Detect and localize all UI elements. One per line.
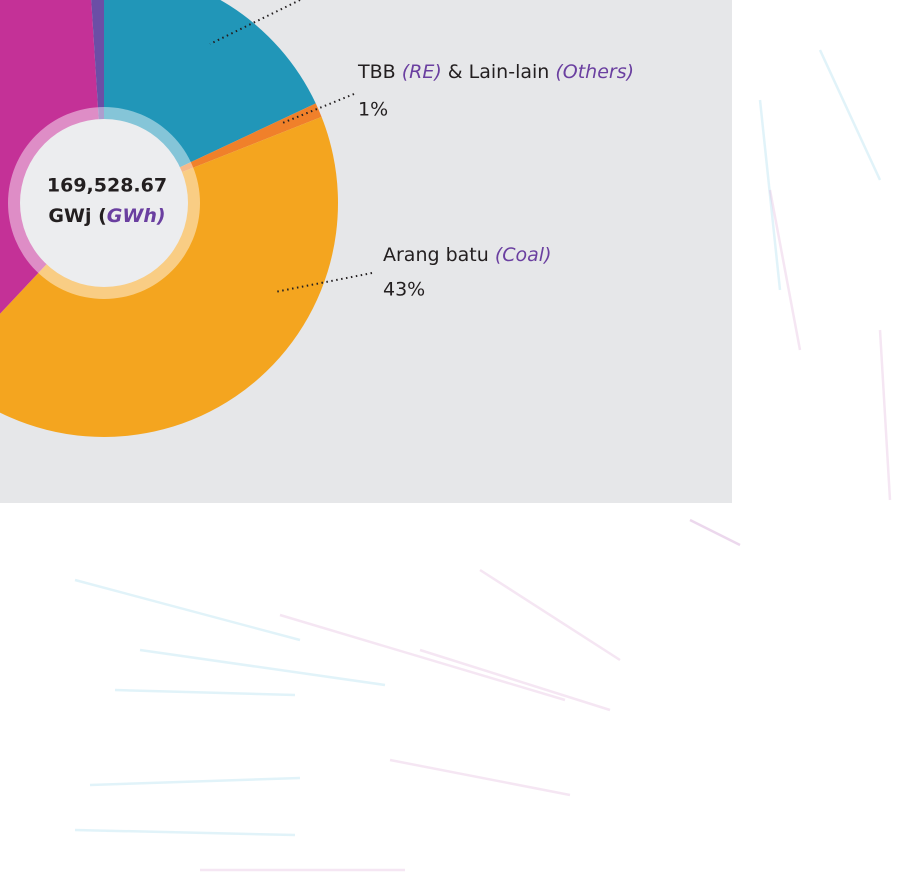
deco-line (820, 50, 880, 180)
deco-line (75, 580, 300, 640)
label-part: & Lain-lain (442, 61, 556, 83)
deco-line (770, 190, 800, 350)
center-total: 169,528.67 (47, 175, 167, 197)
center-unit: GWj (GWh) (48, 205, 165, 227)
slice-label: Arang batu (Coal) (383, 244, 551, 266)
deco-line (690, 520, 740, 545)
label-part: GWj ( (48, 205, 106, 227)
inner-disc (20, 119, 188, 287)
deco-line (140, 650, 385, 685)
slice-label: TBB (RE) & Lain-lain (Others) (357, 61, 634, 83)
deco-line (280, 615, 565, 700)
value-label: 18% (303, 0, 345, 5)
deco-line (880, 330, 890, 500)
deco-line (75, 830, 295, 835)
deco-line (390, 760, 570, 795)
label-part: (Others) (555, 61, 634, 83)
value-label: 43% (383, 279, 425, 301)
deco-line (90, 778, 300, 785)
label-part: (Coal) (495, 244, 552, 266)
deco-line (115, 690, 295, 695)
deco-line (420, 650, 610, 710)
deco-line (480, 570, 620, 660)
label-part: TBB (357, 61, 402, 83)
label-part: GWh) (107, 205, 166, 227)
value-label: 1% (358, 99, 388, 121)
chart: 169,528.67 GWj (GWh) 18% TBB (RE) & Lain-… (0, 0, 899, 887)
label-part: Arang batu (383, 244, 495, 266)
label-part: (RE) (402, 61, 442, 83)
